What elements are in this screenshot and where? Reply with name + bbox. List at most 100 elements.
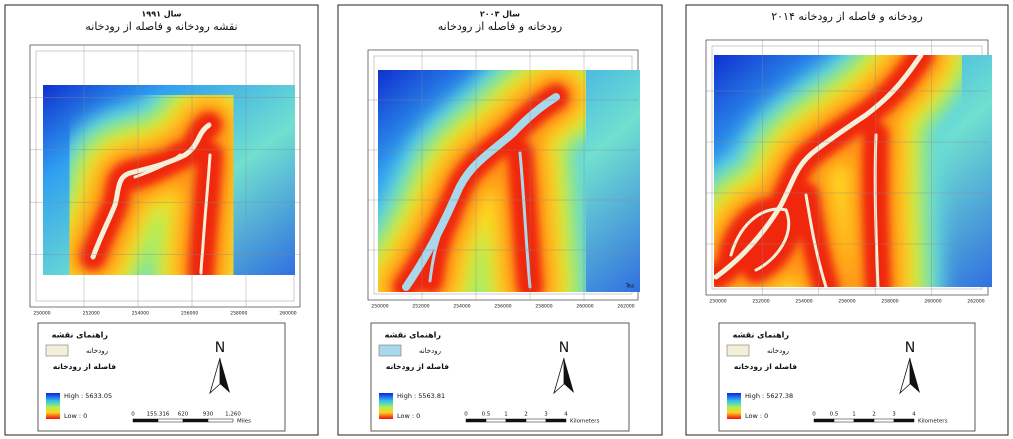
scale-segment	[545, 418, 567, 423]
scale-segment	[465, 418, 487, 423]
x-coordinate-label: 250000	[33, 311, 50, 317]
x-coordinate-label: 260000	[576, 304, 593, 310]
scale-label: Kilometers	[918, 419, 948, 425]
scale-segment	[132, 418, 159, 423]
distance-raster	[378, 70, 640, 292]
river-swatch	[726, 344, 750, 357]
x-coordinate-label: 262000	[967, 299, 984, 305]
river-swatch	[378, 344, 402, 357]
north-arrow	[553, 357, 565, 395]
scale-label: 0.5	[830, 412, 839, 418]
scale-label: 0.5	[482, 412, 491, 418]
color-ramp	[379, 393, 393, 419]
river	[90, 122, 212, 260]
scale-label: 2	[524, 412, 528, 418]
scale-label: 0	[464, 412, 468, 418]
x-coordinate-label: 256000	[494, 304, 511, 310]
x-coordinate-label: 252000	[752, 299, 769, 305]
map-year: سال ۱۹۹۱	[141, 10, 181, 19]
legend-title: راهنمای نقشه	[733, 331, 790, 340]
color-ramp	[46, 393, 60, 419]
river	[402, 93, 560, 291]
scale-segment	[157, 418, 184, 423]
x-coordinate-label: 254000	[795, 299, 812, 305]
x-coordinate-label: 256000	[181, 311, 198, 317]
x-coordinate-label: 252000	[412, 304, 429, 310]
legend-river: رودخانه	[419, 347, 441, 355]
x-coordinate-label: 258000	[230, 311, 247, 317]
scale-label: 155.316	[147, 412, 170, 418]
x-coordinate-label: 254000	[453, 304, 470, 310]
x-coordinate-label: 258000	[535, 304, 552, 310]
map-title: نقشه رودخانه و فاصله از رودخانه	[85, 20, 237, 33]
scale-segment	[505, 418, 527, 423]
x-coordinate-label: 260000	[279, 311, 296, 317]
x-coordinate-label: 260000	[924, 299, 941, 305]
legend-distance: فاصله از رودخانه	[734, 362, 797, 371]
scale-label: 3	[892, 412, 896, 418]
river	[873, 133, 880, 287]
legend-river: رودخانه	[767, 347, 789, 355]
river	[199, 153, 212, 275]
scale-label: 0	[131, 412, 135, 418]
scale-label: 3	[544, 412, 548, 418]
x-coordinate-label: 250000	[371, 304, 388, 310]
north-arrow	[220, 358, 230, 393]
x-coordinate-label: 258000	[881, 299, 898, 305]
corner-label: Tea	[625, 284, 634, 290]
scale-label: Miles	[237, 419, 251, 425]
map-panel: رودخانه و فاصله از رودخانه ۲۰۱۴ 250000 252…	[685, 4, 1009, 436]
river	[714, 55, 924, 280]
north-arrow	[209, 357, 221, 395]
legend-low: Low : 0	[397, 412, 420, 420]
legend-distance: فاصله از رودخانه	[386, 362, 449, 371]
map-year: سال ۲۰۰۳	[480, 10, 520, 19]
north-arrow	[899, 357, 911, 395]
x-coordinate-label: 250000	[709, 299, 726, 305]
north-arrow	[910, 358, 920, 393]
x-coordinate-label: 252000	[83, 311, 100, 317]
legend-high: High : 5563.81	[397, 392, 445, 400]
river	[804, 193, 828, 287]
river	[428, 213, 450, 283]
scale-segment	[873, 418, 895, 423]
scale-segment	[525, 418, 547, 423]
legend-box	[370, 322, 630, 432]
scale-label: 1	[852, 412, 856, 418]
river	[133, 153, 182, 179]
scale-label: 930	[203, 412, 214, 418]
legend-box	[37, 322, 286, 432]
distance-raster	[43, 85, 295, 275]
legend-distance: فاصله از رودخانه	[53, 362, 116, 371]
legend-river: رودخانه	[86, 347, 108, 355]
scale-label: 4	[912, 412, 916, 418]
map-title: رودخانه و فاصله از رودخانه	[438, 20, 562, 33]
scale-segment	[182, 418, 209, 423]
scale-segment	[833, 418, 855, 423]
legend-box	[718, 322, 976, 432]
legend-high: High : 5627.38	[745, 392, 793, 400]
legend-title: راهنمای نقشه	[52, 331, 109, 340]
legend-low: Low : 0	[64, 412, 87, 420]
color-ramp	[727, 393, 741, 419]
scale-segment	[207, 418, 234, 423]
scale-label: 620	[178, 412, 189, 418]
north-label: N	[905, 340, 915, 356]
north-arrow	[564, 358, 574, 393]
scale-label: 4	[564, 412, 568, 418]
scale-label: Kilometers	[570, 419, 600, 425]
river-swatch	[45, 344, 69, 357]
north-label: N	[559, 340, 569, 356]
scale-label: 2	[872, 412, 876, 418]
x-coordinate-label: 262000	[617, 304, 634, 310]
x-coordinate-label: 254000	[132, 311, 149, 317]
distance-raster	[714, 55, 992, 287]
scale-segment	[853, 418, 875, 423]
map-title: رودخانه و فاصله از رودخانه ۲۰۱۴	[771, 10, 923, 23]
map-frame	[29, 44, 301, 308]
legend-title: راهنمای نقشه	[385, 331, 442, 340]
scale-segment	[813, 418, 835, 423]
